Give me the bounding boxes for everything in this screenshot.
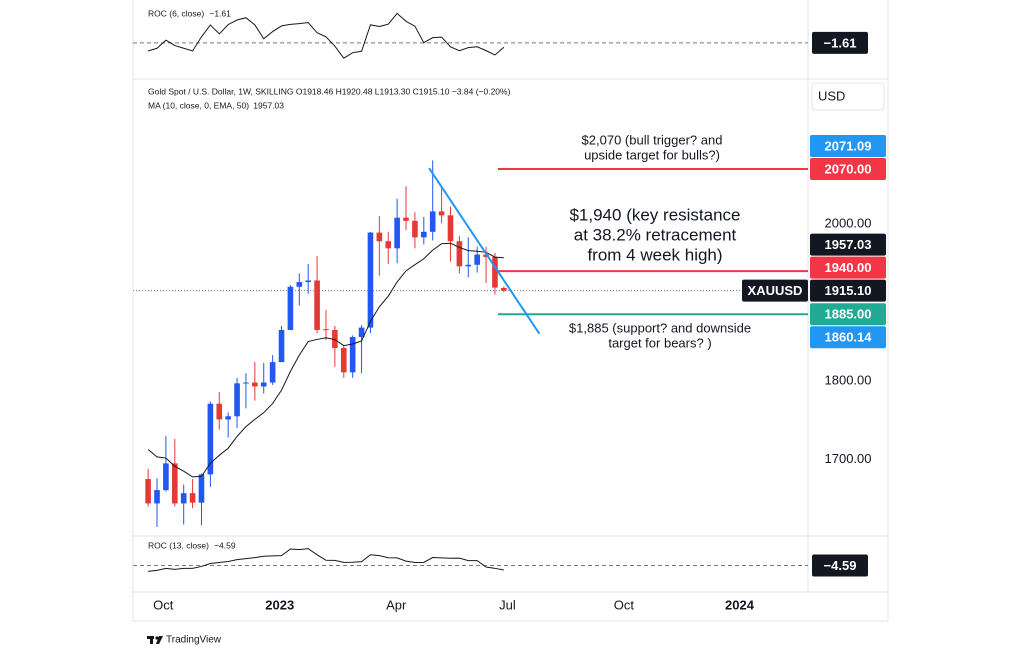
candle-body [269,362,276,383]
price-label-box [810,326,886,349]
panel-last-label: −4.59 [824,558,857,573]
x-tick-label: Jul [499,597,516,612]
candle-body [216,403,223,420]
annotation: $2,070 (bull trigger? and [582,132,723,147]
candle-body [349,337,356,373]
candle-body [278,329,285,363]
candle-body [305,280,311,283]
currency-box [811,82,885,111]
candle-body [180,493,187,504]
candle-body [207,403,214,475]
panel-last-box [812,31,868,54]
candle-body [154,490,160,504]
roc-line [148,548,504,572]
annotation: target for bears? ) [608,335,711,350]
x-tick-label: Oct [614,597,635,612]
price-label: 2071.09 [825,138,872,153]
y-tick-label: 2000.00 [825,215,872,230]
roc-line [147,12,505,59]
candle-body [412,220,418,238]
price-label-box [810,256,886,279]
candle-body [438,211,445,216]
x-tick-label: Oct [153,597,174,612]
candle-body [421,231,427,238]
candle-body [252,382,258,387]
candle-body [189,493,196,503]
candle-body [501,287,507,291]
y-tick-label: 1800.00 [825,372,872,387]
candle-body [358,327,365,338]
candle-body [243,382,249,384]
candle-body [483,254,489,257]
candle-body [465,264,472,267]
x-tick-label: 2024 [725,597,755,612]
annotation: $1,940 (key resistance [569,205,740,224]
symbol-label: XAUUSD [748,283,803,298]
annotation: upside target for bulls?) [584,147,720,162]
panel-last-label: −1.61 [824,35,857,50]
candle-body [287,286,294,330]
ma-line [147,242,504,478]
panel-last: −4.59 [214,540,236,550]
panel-title: ROC (13, close) [148,540,209,550]
price-label: 2070.00 [825,161,872,176]
candle-body [163,463,169,491]
price-label-box [810,279,886,302]
candle-body [145,479,151,504]
brand: TradingView [166,635,222,646]
trendline [428,167,541,335]
candle-body [171,463,178,504]
candle-body [447,215,454,242]
price-label-box [810,303,886,326]
frame [132,0,889,622]
brand-logo [147,636,163,644]
candle-body [492,256,498,288]
candle-body [260,382,267,387]
annotation: from 4 week high) [587,245,722,264]
candle-body [323,329,329,331]
candle-body [394,217,400,249]
candle-body [474,254,480,265]
price-label-box [810,158,886,181]
annotation: at 38.2% retracement [574,225,737,244]
y-tick-label: 1700.00 [825,451,872,466]
candle-body [367,232,374,328]
price-label: 1940.00 [825,260,872,275]
candle-body [225,416,231,420]
chart-title: Gold Spot / U.S. Dollar, 1W, SKILLING O1… [148,86,511,96]
price-label: 1957.03 [825,237,872,252]
candle-body [314,280,320,330]
price-label: 1860.14 [825,330,873,345]
symbol-box [742,279,808,302]
ma-name: MA (10, close, 0, EMA, 50) [148,100,249,110]
candle-body [403,217,409,221]
annotation: $1,885 (support? and downside [569,320,751,335]
candle-body [456,241,463,267]
price-label-box [810,135,886,158]
candle-body [332,329,338,348]
candle-body [376,232,383,242]
price-label: 1915.10 [825,283,872,298]
candle-body [429,211,436,232]
candle-body [340,347,347,373]
candle-body [234,383,240,417]
currency: USD [818,88,845,103]
panel-title: ROC (6, close) [148,8,204,18]
price-label-box [810,233,886,256]
candle-body [198,474,205,503]
panel-last-box [812,554,868,577]
candle-body [385,241,392,249]
ma-last: 1957.03 [253,100,284,110]
x-tick-label: Apr [386,597,407,612]
panel-last: −1.61 [209,8,231,18]
candle-body [296,282,303,287]
price-label: 1885.00 [825,307,872,322]
x-tick-label: 2023 [265,597,294,612]
